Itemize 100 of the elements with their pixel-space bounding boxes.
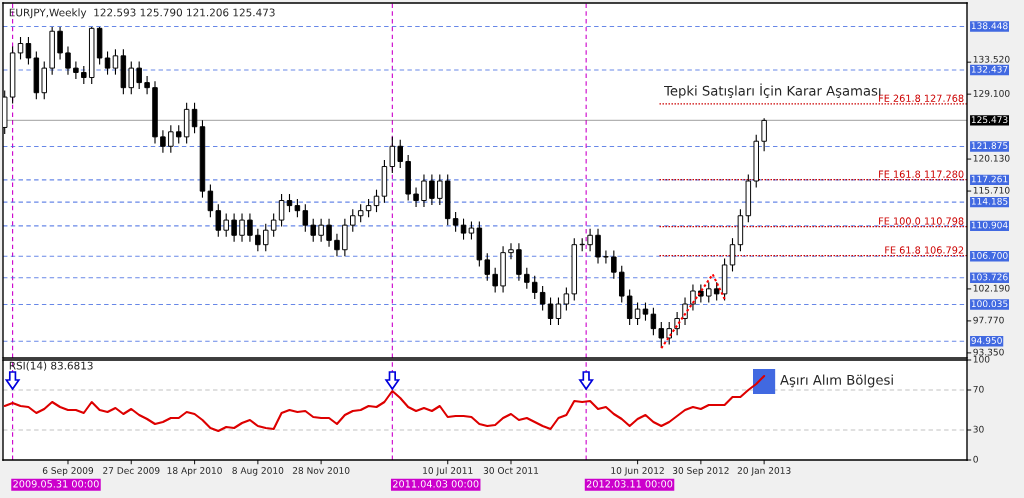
candlestick (357, 203, 364, 223)
candlestick (310, 218, 316, 243)
ref-line-label: 132.437 (971, 65, 1008, 73)
ref-line-label: 103.726 (971, 273, 1008, 281)
candlestick (104, 50, 111, 76)
candlestick (437, 173, 443, 206)
candlestick (706, 281, 712, 304)
candlestick (611, 249, 617, 280)
candlestick (531, 275, 538, 300)
y-tick-label: 30 (973, 425, 984, 433)
candlestick (619, 265, 625, 304)
x-tick-label: 28 Nov 2010 (292, 467, 350, 474)
candlestick (73, 61, 79, 80)
candlestick (666, 321, 672, 346)
candlestick (690, 283, 696, 312)
candlestick (318, 218, 324, 243)
candlestick (302, 203, 309, 233)
candlestick (263, 223, 269, 252)
y-tick-label: 0 (973, 455, 978, 463)
candlestick (207, 184, 214, 218)
candlestick (168, 124, 174, 154)
candlestick (539, 285, 546, 312)
x-tick-label: 20 Jan 2013 (737, 467, 791, 476)
x-tick-label: 18 Apr 2010 (167, 467, 222, 476)
candlestick (468, 220, 475, 241)
ref-line-label: 125.473 (971, 116, 1008, 124)
candlestick (270, 213, 277, 238)
x-tick-label: 30 Oct 2011 (483, 467, 539, 474)
candlestick (524, 267, 530, 290)
candlestick (555, 296, 562, 326)
candlestick (231, 213, 237, 243)
ref-line-label: 106.700 (971, 252, 1008, 259)
ref-line-label: 117.261 (971, 175, 1008, 183)
ref-line-label: 100.035 (971, 300, 1008, 308)
candlestick (587, 228, 593, 252)
candlestick (460, 218, 467, 241)
ref-line-label: 2011.04.03 00:00 (393, 480, 479, 488)
candlestick (294, 198, 301, 218)
candlestick (17, 36, 24, 60)
candlestick (223, 213, 229, 238)
candlestick (547, 296, 554, 326)
candlestick (658, 321, 665, 348)
ref-line-label: FE 100.0 110.798 (879, 217, 964, 225)
annotation: Tepki Satışları İçin Karar Aşaması (664, 83, 881, 99)
candlestick (413, 186, 419, 208)
candlestick (563, 286, 570, 312)
ref-line-label: 114.185 (971, 197, 1008, 205)
x-tick-label: 8 Aug 2010 (232, 467, 284, 476)
candlestick (421, 173, 427, 208)
candlestick (255, 228, 261, 252)
chart-title: RSI(14) 83.6813 (9, 361, 93, 371)
candlestick (65, 45, 71, 76)
ref-line-label: FE 161.8 117.280 (879, 170, 964, 178)
y-tick-label: 102.190 (973, 284, 1010, 292)
candlestick (239, 213, 245, 243)
x-tick-label: 10 Jul 2011 (423, 466, 473, 476)
x-tick-label: 27 Dec 2009 (103, 467, 160, 474)
candlestick (365, 198, 372, 218)
x-tick-label: 6 Sep 2009 (42, 467, 94, 476)
candlestick (650, 307, 657, 336)
ref-line-label: FE 261.8 127.768 (879, 94, 964, 102)
candlestick (492, 267, 498, 293)
candlestick (136, 61, 142, 90)
y-tick-label: 129.100 (973, 89, 1010, 97)
candlestick (626, 288, 633, 326)
candlestick (429, 173, 435, 206)
candlestick (191, 102, 198, 134)
candlestick (128, 61, 135, 95)
candlestick (508, 242, 514, 260)
ref-line-label: 2009.05.31 00:00 (13, 480, 99, 488)
candlestick (326, 218, 332, 248)
candlestick (761, 117, 767, 152)
candlestick (452, 211, 459, 233)
y-tick-label: 70 (973, 385, 984, 393)
candlestick (729, 237, 736, 273)
candlestick (81, 65, 87, 85)
candlestick (595, 228, 601, 265)
y-tick-label: 115.710 (973, 186, 1010, 194)
ref-line-label: 2012.03.11 00:00 (586, 480, 673, 488)
candlestick (713, 281, 720, 301)
x-tick-label: 30 Sep 2012 (672, 467, 729, 476)
candlestick (682, 296, 688, 326)
ref-line-label: 110.904 (971, 221, 1008, 229)
ref-line-label: FE 61.8 106.792 (885, 246, 964, 254)
candlestick (144, 75, 150, 95)
chart-title: EURJPY,Weekly 122.593 125.790 121.206 125.473 (9, 8, 275, 19)
y-tick-label: 93.350 (973, 348, 1004, 356)
candlestick (215, 203, 222, 238)
y-tick-label: 100 (973, 355, 990, 363)
candlestick (112, 48, 119, 76)
candlestick (25, 36, 32, 66)
y-tick-label: 133.520 (973, 55, 1010, 63)
annotation: Aşırı Alım Bölgesi (780, 374, 893, 388)
candlestick (389, 136, 396, 174)
candlestick (175, 124, 182, 144)
ref-line-label: 121.875 (971, 142, 1008, 150)
y-tick-label: 97.770 (973, 316, 1004, 324)
ref-line-label: 94.950 (971, 337, 1002, 344)
candlestick (247, 213, 253, 243)
candlestick (57, 26, 63, 60)
